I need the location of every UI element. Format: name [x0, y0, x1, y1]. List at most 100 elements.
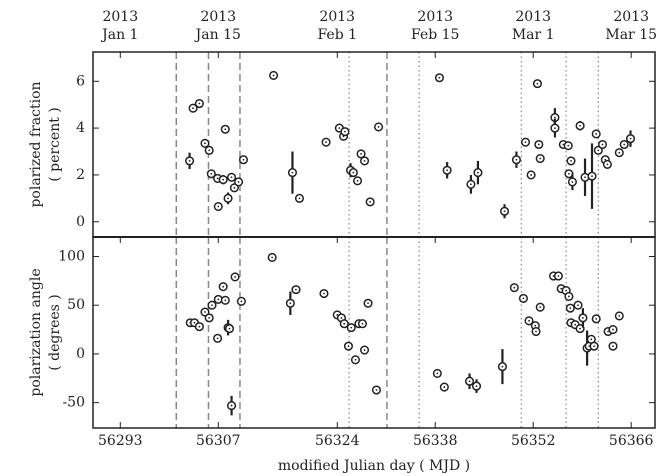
point-dot [325, 141, 327, 144]
point [353, 176, 363, 186]
point-dot [240, 300, 243, 303]
point [287, 168, 298, 178]
point-dot [234, 276, 236, 278]
point-dot [591, 175, 593, 178]
point [207, 300, 217, 310]
point-dot [470, 183, 472, 186]
point [434, 73, 444, 83]
point-dot [340, 316, 343, 319]
point [346, 323, 356, 333]
point-dot [612, 328, 614, 331]
x-tick-label: 56352 [511, 433, 556, 449]
point-dot [344, 130, 346, 133]
point [350, 355, 361, 365]
x-tick-label: 56324 [315, 433, 360, 449]
x2-tick-label: 2013 Mar 15 [605, 9, 657, 43]
point-dot [216, 177, 219, 180]
point-dot [560, 287, 563, 290]
point-dot [291, 171, 294, 174]
y-tick-label: -50 [62, 395, 85, 411]
point [625, 134, 636, 144]
point-dot [352, 171, 355, 174]
point [471, 381, 482, 391]
point [534, 139, 544, 150]
point-dot [612, 345, 614, 348]
point-dot [568, 295, 570, 298]
point-dot [211, 304, 213, 307]
point-dot [295, 288, 297, 291]
point [511, 155, 521, 165]
point-dot [338, 127, 341, 130]
point [597, 139, 608, 150]
x2-tick-label: 2013 Jan 1 [100, 9, 138, 43]
point [564, 291, 574, 301]
point [591, 314, 601, 324]
point [524, 316, 534, 326]
point [204, 313, 214, 323]
point-dot [323, 292, 325, 295]
point-dot [623, 143, 626, 146]
point [340, 127, 350, 137]
point [348, 168, 358, 178]
point [578, 313, 588, 323]
point [291, 285, 301, 295]
point [224, 324, 235, 334]
y-tick-label: 100 [58, 248, 85, 264]
point [373, 122, 384, 132]
point-dot [208, 149, 211, 152]
point [593, 145, 603, 155]
point [464, 376, 475, 386]
point [566, 156, 576, 166]
point [206, 169, 216, 179]
point [520, 137, 531, 147]
point-dot [237, 181, 240, 183]
point [220, 295, 230, 305]
point [213, 202, 223, 212]
point-dot [367, 302, 369, 305]
point [194, 98, 204, 109]
point-dot [271, 256, 274, 259]
point [602, 159, 612, 169]
point-dot [522, 297, 525, 300]
point-dot [360, 152, 362, 155]
point [185, 156, 195, 166]
point [229, 183, 239, 193]
point [200, 307, 210, 317]
point [573, 300, 583, 310]
point-dot [188, 159, 191, 162]
point [497, 362, 507, 372]
y-axis-label: ( degrees ) [47, 294, 63, 370]
point [194, 322, 204, 332]
point-dot [272, 74, 275, 77]
x-tick-label: 56293 [98, 433, 143, 449]
point-dot [477, 171, 479, 174]
point [220, 124, 230, 134]
point [360, 345, 370, 355]
y-tick-label: 4 [76, 120, 85, 136]
point [535, 154, 545, 164]
point [218, 175, 228, 185]
point [608, 325, 618, 335]
point-dot [606, 163, 609, 166]
point [223, 193, 233, 203]
y-tick-label: 50 [67, 297, 85, 313]
point [294, 193, 305, 203]
point-dot [584, 176, 586, 179]
y-axis-label: ( percent ) [47, 107, 63, 182]
point-dot [446, 169, 449, 172]
point-dot [230, 176, 233, 179]
point-dot [216, 337, 219, 340]
point [466, 179, 476, 189]
point [234, 177, 244, 187]
point [371, 385, 381, 395]
x-tick-label: 56366 [609, 433, 654, 449]
point-dot [618, 315, 621, 317]
point-dot [557, 275, 560, 277]
point [227, 401, 237, 411]
point-dot [577, 304, 579, 307]
point [535, 302, 545, 312]
point-dot [515, 158, 518, 161]
point [526, 170, 536, 180]
